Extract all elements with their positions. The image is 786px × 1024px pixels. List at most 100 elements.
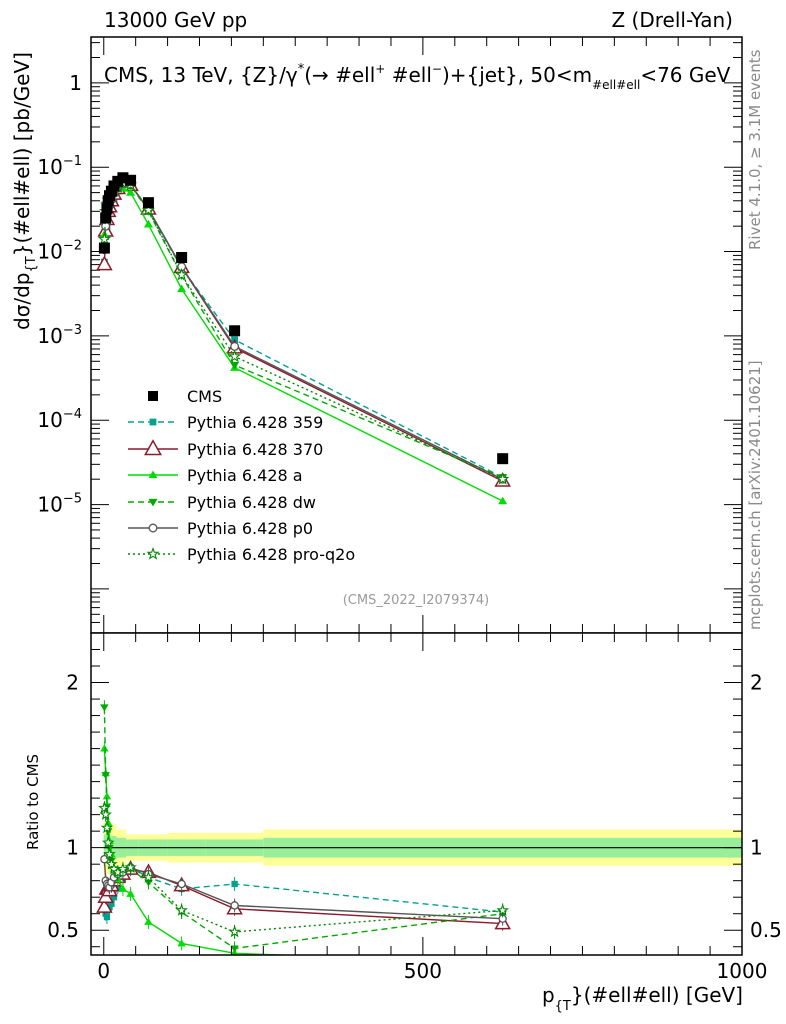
ratio-point-p0 xyxy=(230,901,239,910)
plot-title: CMS, 13 TeV, {Z}/γ*(→ #ell+ #ell−)+{jet}… xyxy=(104,62,731,92)
header-right: Z (Drell-Yan) xyxy=(611,8,733,32)
ratio-series xyxy=(96,700,511,966)
ratio-point-dw xyxy=(100,704,109,712)
header-left: 13000 GeV pp xyxy=(104,8,247,32)
ratio-point-a xyxy=(144,917,153,925)
tick-exponent: −4 xyxy=(63,407,82,422)
series-point-dw xyxy=(230,361,240,370)
ratio-point-p359 xyxy=(114,884,121,891)
ratio-point-p370 xyxy=(96,898,113,913)
main-axis-ticks xyxy=(91,37,743,634)
legend-label-359: Pythia 6.428 359 xyxy=(187,413,323,432)
main-y-tick-label: 10−1 xyxy=(37,154,82,179)
legend-marker-proq2o xyxy=(146,546,160,560)
legend-marker-cms xyxy=(148,391,158,401)
data-point xyxy=(497,453,509,465)
main-panel: 110−110−210−310−410−5 CMS, 13 TeV, {Z}/γ… xyxy=(10,36,743,634)
tick-exponent: −1 xyxy=(63,154,82,169)
tick-exponent: −5 xyxy=(63,492,82,507)
ratio-point-proq2o xyxy=(228,925,241,938)
plot-title-part: CMS, 13 TeV, {Z}/ xyxy=(104,63,286,87)
tick-mantissa: 10 xyxy=(37,324,62,348)
data-point xyxy=(100,212,112,224)
ratio-line-proq2o xyxy=(103,807,503,933)
tick-mantissa: 10 xyxy=(37,240,62,264)
ratio-y-tick-label-left: 1 xyxy=(66,836,79,860)
legend-marker-p0 xyxy=(148,523,158,533)
ratio-plot-frame xyxy=(90,632,743,956)
data-point xyxy=(142,197,154,209)
main-y-tick-label: 10−5 xyxy=(37,492,82,517)
data-point xyxy=(229,325,241,337)
plot-title-gamma: γ xyxy=(286,63,298,87)
legend-markers xyxy=(128,391,178,560)
x-tick-label: 1000 xyxy=(717,959,768,983)
legend-label-proq2o: Pythia 6.428 pro-q2o xyxy=(187,545,355,564)
plot-title-part: #ell xyxy=(385,63,432,87)
series-point-a xyxy=(143,219,153,228)
x-tick-label: 0 xyxy=(97,959,110,983)
plot-title-plus: + xyxy=(375,62,385,76)
tick-mantissa: 10 xyxy=(37,408,62,432)
legend-label-a: Pythia 6.428 a xyxy=(187,466,303,485)
plot-title-star: * xyxy=(298,62,305,77)
ratio-plot-frame-bg xyxy=(91,633,742,955)
ratio-point-p359 xyxy=(102,910,109,917)
ratio-point-a xyxy=(100,744,109,752)
series-point-proq2o xyxy=(174,267,189,281)
ratio-y-axis-label: Ratio to CMS xyxy=(24,754,42,850)
data-point xyxy=(101,203,113,215)
ratio-point-p359 xyxy=(103,913,111,921)
series-point-a xyxy=(126,188,136,196)
analysis-reference: (CMS_2022_I2079374) xyxy=(343,593,490,608)
ratio-point-proq2o xyxy=(116,862,130,875)
legend: CMS Pythia 6.428 359 Pythia 6.428 370 Py… xyxy=(128,387,355,564)
x-label-part: }(#ell#ell) [GeV] xyxy=(571,983,743,1007)
series-point-proq2o xyxy=(97,232,112,245)
main-data-points xyxy=(98,172,509,465)
ratio-point-proq2o xyxy=(124,860,137,873)
main-y-tick-labels: 110−110−210−310−410−5 xyxy=(37,71,82,517)
main-plot-frame xyxy=(90,36,743,634)
series-point-p0 xyxy=(230,341,240,351)
ratio-point-p359 xyxy=(110,894,118,901)
ratio-y-tick-label-left: 2 xyxy=(66,671,79,695)
legend-label-370: Pythia 6.428 370 xyxy=(187,440,323,459)
legend-marker-p370 xyxy=(144,439,162,456)
plot-title-sub: #ell#ell xyxy=(592,78,640,92)
tick-exponent: −2 xyxy=(63,239,82,254)
ratio-point-a xyxy=(118,884,128,892)
ratio-point-p359 xyxy=(106,903,113,911)
y-label-part: dσ/dp xyxy=(10,273,34,331)
ratio-point-p359 xyxy=(231,880,238,888)
ratio-point-a xyxy=(102,792,112,800)
mcplots-label: mcplots.cern.ch [arXiv:2401.10621] xyxy=(746,360,764,630)
legend-marker-a xyxy=(148,470,158,479)
legend-label-cms: CMS xyxy=(187,387,222,406)
ratio-y-tick-label-left: 0.5 xyxy=(47,918,79,942)
ratio-y-tick-label-right: 2 xyxy=(750,671,763,695)
ratio-point-a xyxy=(498,959,506,966)
ratio-point-a xyxy=(177,939,186,947)
tick-mantissa: 10 xyxy=(37,493,62,517)
ratio-point-proq2o xyxy=(101,836,115,849)
series-point-proq2o xyxy=(495,472,510,485)
main-y-axis-label: dσ/dp{T}(#ell#ell) [pb/GeV] xyxy=(10,52,39,330)
ratio-point-proq2o xyxy=(98,801,111,814)
data-point xyxy=(98,242,110,254)
ratio-point-proq2o xyxy=(100,821,114,834)
x-label-part: p xyxy=(542,983,555,1007)
series-point-p370 xyxy=(96,255,113,271)
ratio-y-tick-label-right: 1 xyxy=(750,836,763,860)
ratio-point-p0 xyxy=(177,879,186,889)
series-point-a xyxy=(177,284,187,293)
plot-title-part: (→ #ell xyxy=(304,63,375,87)
tick-exponent: −3 xyxy=(63,323,82,338)
series-point-proq2o xyxy=(227,349,242,363)
ratio-point-p359 xyxy=(108,900,115,907)
ratio-point-a xyxy=(126,889,135,897)
main-y-tick-label: 1 xyxy=(69,71,82,95)
series-point-a xyxy=(498,496,508,505)
plot-title-part: )+{jet}, 50<m xyxy=(442,63,592,87)
